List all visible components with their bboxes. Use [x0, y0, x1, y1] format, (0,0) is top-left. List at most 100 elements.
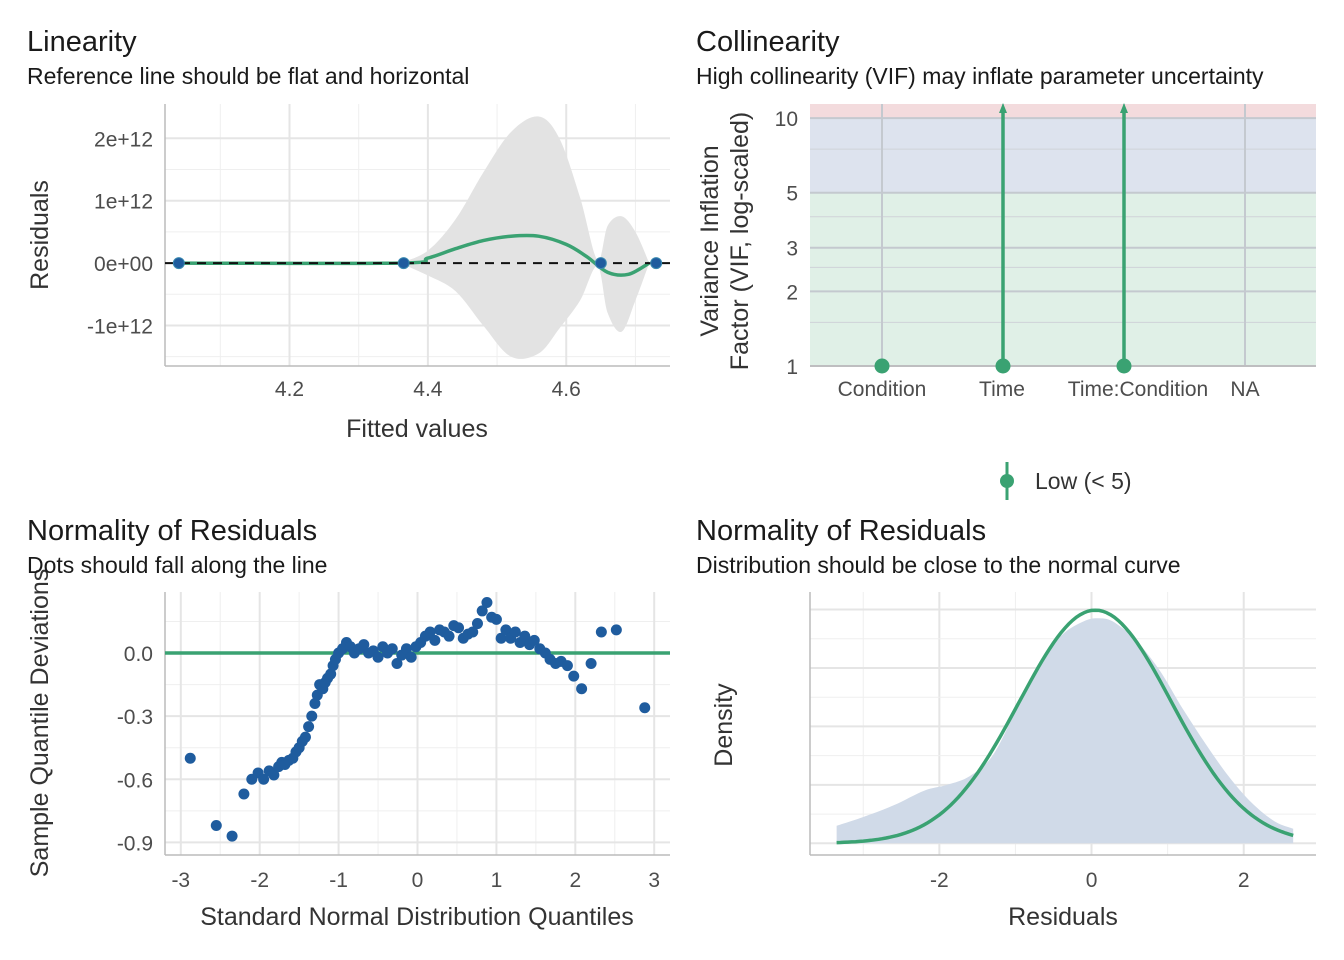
x-tick-label: -1	[329, 869, 348, 892]
qq-point	[424, 626, 436, 638]
density-x-ticks: -2 0 2	[930, 869, 1250, 892]
linearity-gridlines	[164, 104, 670, 367]
qq-point	[467, 626, 479, 638]
qq-point	[495, 632, 507, 644]
y-tick-label: 10	[775, 108, 798, 131]
linearity-y-ticks: -1e+12 0e+00 1e+12 2e+12	[87, 128, 153, 338]
vif-point	[995, 358, 1011, 374]
legend-label: Low (< 5)	[1035, 468, 1132, 494]
qq-point	[405, 651, 417, 663]
density-subtitle: Distribution should be close to the norm…	[696, 552, 1181, 578]
qq-point	[519, 630, 531, 642]
qq-point	[585, 658, 597, 670]
qq-point	[500, 624, 512, 636]
y-tick-label: 2	[786, 281, 798, 304]
x-tick-label: -3	[171, 869, 190, 892]
panel-linearity: Linearity Reference line should be flat …	[26, 26, 670, 443]
y-tick-label: 3	[786, 238, 798, 261]
data-point	[650, 257, 663, 270]
qq-point	[490, 613, 502, 625]
linearity-title: Linearity	[27, 26, 137, 58]
qq-point	[325, 668, 337, 680]
qq-point	[309, 698, 321, 710]
x-tick-label: 4.6	[552, 378, 581, 401]
linearity-points	[172, 257, 663, 270]
qq-points	[184, 597, 651, 842]
y-tick-label: 0.0	[124, 643, 153, 666]
qq-point	[443, 630, 455, 642]
y-tick-label: -0.3	[117, 706, 153, 729]
vif-point	[1116, 358, 1132, 374]
qq-point	[568, 670, 580, 682]
density-normal-curve	[836, 608, 1294, 845]
qq-point	[453, 622, 465, 634]
qq-point	[268, 769, 280, 781]
normal-curve	[836, 608, 1294, 845]
y-tick-label: 2e+12	[94, 128, 153, 151]
qq-x-label: Standard Normal Distribution Quantiles	[200, 903, 634, 931]
y-tick-label: -0.9	[117, 832, 153, 855]
qq-point	[610, 624, 622, 636]
density-area	[836, 618, 1294, 844]
smooth-line	[178, 233, 651, 277]
collinearity-title: Collinearity	[696, 26, 840, 58]
y-tick-label: 5	[786, 183, 798, 206]
qq-y-ticks: -0.9 -0.6 -0.3 0.0	[117, 643, 153, 855]
x-tick-label: 4.4	[413, 378, 443, 401]
qq-y-label: Sample Quantile Deviations	[26, 569, 54, 878]
data-point	[172, 257, 185, 270]
collinearity-y-label-line1: Variance Inflation	[696, 145, 724, 336]
x-tick-label: NA	[1230, 378, 1259, 401]
qq-point	[509, 626, 521, 638]
x-tick-label: 0	[1086, 869, 1098, 892]
qq-point	[528, 634, 540, 646]
legend-key-point	[1000, 474, 1014, 488]
linearity-subtitle: Reference line should be flat and horizo…	[27, 63, 469, 89]
panel-qq: -3 -2 -1 0 1 2 3 -0.9 -0.6 -0.3 0.0 Standard Norm…	[26, 515, 670, 931]
linearity-x-label: Fitted values	[346, 415, 488, 443]
y-tick-label: -1e+12	[87, 315, 153, 338]
collinearity-legend: Low (< 5)	[1000, 462, 1132, 500]
linearity-x-ticks: 4.2 4.4 4.6	[275, 378, 581, 401]
x-tick-label: 4.2	[275, 378, 304, 401]
qq-point	[299, 731, 311, 743]
x-tick-label: -2	[930, 869, 949, 892]
collinearity-y-ticks: 1 2 3 5 10	[775, 108, 798, 379]
qq-x-ticks: -3 -2 -1 0 1 2 3	[171, 869, 660, 892]
qq-point	[306, 710, 318, 722]
panel-density: Normality of Residuals Distribution shou…	[696, 515, 1316, 931]
qq-title: Normality of Residuals	[27, 515, 317, 547]
qq-point	[238, 788, 250, 800]
vif-zone	[810, 192, 1316, 366]
panel-collinearity: Collinearity High collinearity (VIF) may…	[696, 26, 1316, 500]
qq-point	[561, 660, 573, 672]
qq-point	[386, 643, 398, 655]
qq-gridlines	[164, 592, 670, 856]
collinearity-zones	[810, 104, 1316, 366]
qq-point	[481, 597, 493, 609]
y-tick-label: -0.6	[117, 769, 153, 792]
vif-zone	[810, 118, 1316, 193]
collinearity-y-label-line2: Factor (VIF, log-scaled)	[726, 112, 754, 370]
y-tick-label: 0e+00	[94, 253, 153, 276]
x-tick-label: 0	[412, 869, 424, 892]
qq-point	[258, 773, 270, 785]
qq-point	[391, 658, 403, 670]
density-area	[836, 618, 1294, 844]
qq-point	[372, 651, 384, 663]
qq-point	[210, 820, 222, 832]
collinearity-subtitle: High collinearity (VIF) may inflate para…	[696, 63, 1264, 89]
data-point	[594, 257, 607, 270]
qq-point	[400, 643, 412, 655]
qq-subtitle: Dots should fall along the line	[27, 552, 327, 578]
x-tick-label: Time	[979, 378, 1025, 401]
collinearity-marks	[874, 103, 1132, 374]
x-tick-label: Time:Condition	[1068, 378, 1208, 401]
x-tick-label: 3	[648, 869, 660, 892]
vif-zone	[810, 104, 1316, 119]
qq-point	[476, 605, 488, 617]
qq-point	[184, 752, 196, 764]
y-tick-label: 1	[786, 356, 798, 379]
x-tick-label: Condition	[838, 378, 927, 401]
